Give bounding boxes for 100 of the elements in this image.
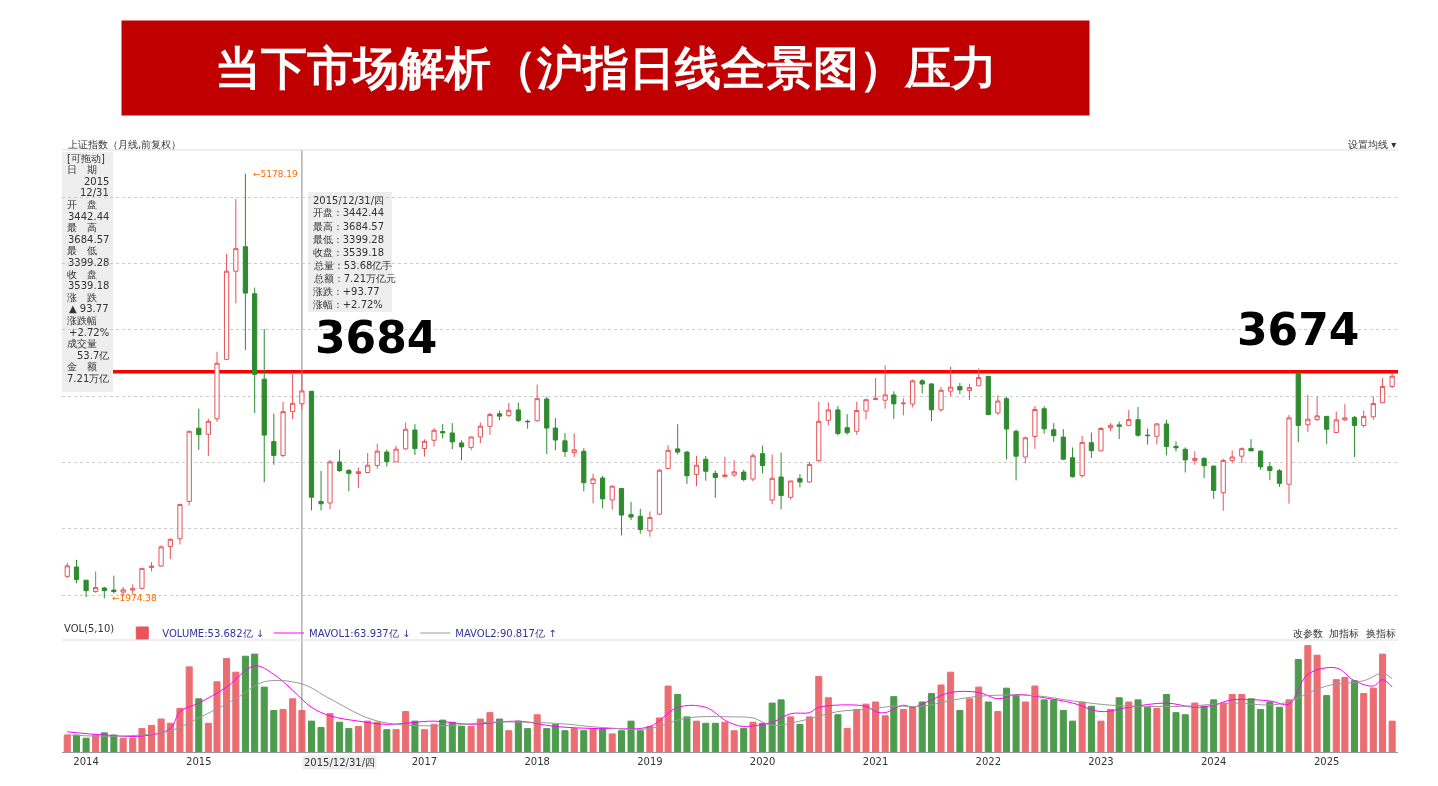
bar (448, 721, 456, 752)
x-tick-label: 2017 (411, 756, 438, 767)
legend-label: MAVOL1:63.937亿 ↓ (309, 627, 411, 639)
candlestick (1286, 414, 1292, 505)
bar (486, 712, 494, 752)
bar (805, 716, 814, 752)
bar (872, 701, 880, 752)
candlestick (1126, 409, 1132, 427)
bar (514, 720, 522, 752)
bar (1369, 687, 1377, 752)
bar (1107, 708, 1115, 752)
bar (345, 728, 353, 752)
bar (270, 710, 278, 752)
bar (580, 730, 588, 752)
candlestick (177, 503, 183, 545)
bar (702, 722, 710, 752)
candlestick (1314, 396, 1320, 422)
candlestick (73, 559, 80, 584)
bar (430, 723, 438, 752)
bar (608, 733, 616, 752)
candlestick (854, 401, 860, 436)
bar (561, 730, 569, 752)
candlestick (515, 402, 521, 423)
bar (1210, 699, 1218, 752)
bar (223, 657, 231, 752)
bar (749, 721, 757, 752)
candlestick (938, 386, 944, 413)
candlestick (1192, 450, 1198, 466)
x-tick-label: 2020 (749, 756, 776, 767)
bar (1162, 694, 1170, 752)
bar (420, 729, 429, 752)
legend-label: VOLUME:53.682亿 ↓ (162, 627, 265, 639)
candlestick (1211, 465, 1217, 500)
bar (543, 728, 551, 752)
x-tick-label: 2018 (524, 756, 550, 767)
candlestick (552, 417, 559, 451)
candlestick (806, 461, 813, 484)
candlestick (1041, 405, 1047, 435)
candlestick (1379, 377, 1386, 404)
candlestick (205, 418, 211, 457)
candlestick (83, 579, 89, 598)
candlestick (797, 473, 803, 488)
candlestick (336, 449, 343, 473)
candlestick (148, 561, 155, 572)
bar (176, 707, 184, 752)
candlestick (816, 401, 822, 463)
candlestick (1239, 446, 1245, 464)
bar (1238, 694, 1246, 752)
candlestick (741, 469, 747, 482)
candlestick (703, 455, 709, 482)
candlestick (1013, 429, 1019, 481)
bar (1097, 720, 1105, 752)
bar (787, 716, 795, 752)
candlestick (1257, 449, 1264, 471)
candlestick (1389, 372, 1395, 389)
chart-subtitle: 上证指数（月线,前复权） (68, 139, 182, 150)
bar (692, 720, 701, 752)
candlestick (1229, 449, 1235, 464)
bar (937, 684, 945, 752)
bar (1012, 695, 1020, 752)
candlestick (1154, 422, 1160, 446)
candlestick (196, 408, 202, 451)
candlestick (1324, 415, 1330, 445)
candlestick (665, 444, 671, 470)
candlestick (440, 423, 446, 439)
candlestick (186, 430, 192, 506)
candlestick (318, 470, 324, 511)
bar (711, 722, 719, 752)
annotation: 成交量 (67, 338, 97, 349)
bar (1294, 658, 1302, 752)
candlestick (891, 390, 897, 420)
bar (439, 719, 447, 752)
bar (1275, 706, 1283, 752)
candlestick (261, 328, 267, 483)
bar (674, 694, 682, 752)
annotation: 7.21万亿 (67, 373, 110, 384)
bar (251, 653, 259, 752)
x-tick-label: 2023 (1088, 756, 1114, 767)
annotation: +2.72% (69, 327, 110, 338)
candlestick (947, 366, 954, 397)
candlestick (985, 375, 991, 416)
candlestick (628, 501, 634, 521)
candlestick (374, 443, 380, 470)
candlestick (534, 384, 540, 423)
candlestick (1098, 426, 1104, 452)
candlestick (544, 396, 550, 455)
bar (956, 710, 964, 752)
candlestick (562, 432, 568, 458)
bar (505, 730, 513, 752)
x-tick-label: 2019 (637, 756, 663, 767)
annotation: ▲ 93.77 (69, 303, 109, 314)
annotation: 3442.44 (68, 211, 110, 222)
x-tick-label: 2025 (1313, 756, 1340, 767)
candlestick (1060, 428, 1066, 461)
candlestick (1022, 436, 1028, 464)
bar (1069, 720, 1077, 752)
candlestick (290, 371, 296, 420)
candlestick (242, 173, 249, 351)
candlestick (637, 508, 643, 535)
candlestick (449, 422, 455, 450)
